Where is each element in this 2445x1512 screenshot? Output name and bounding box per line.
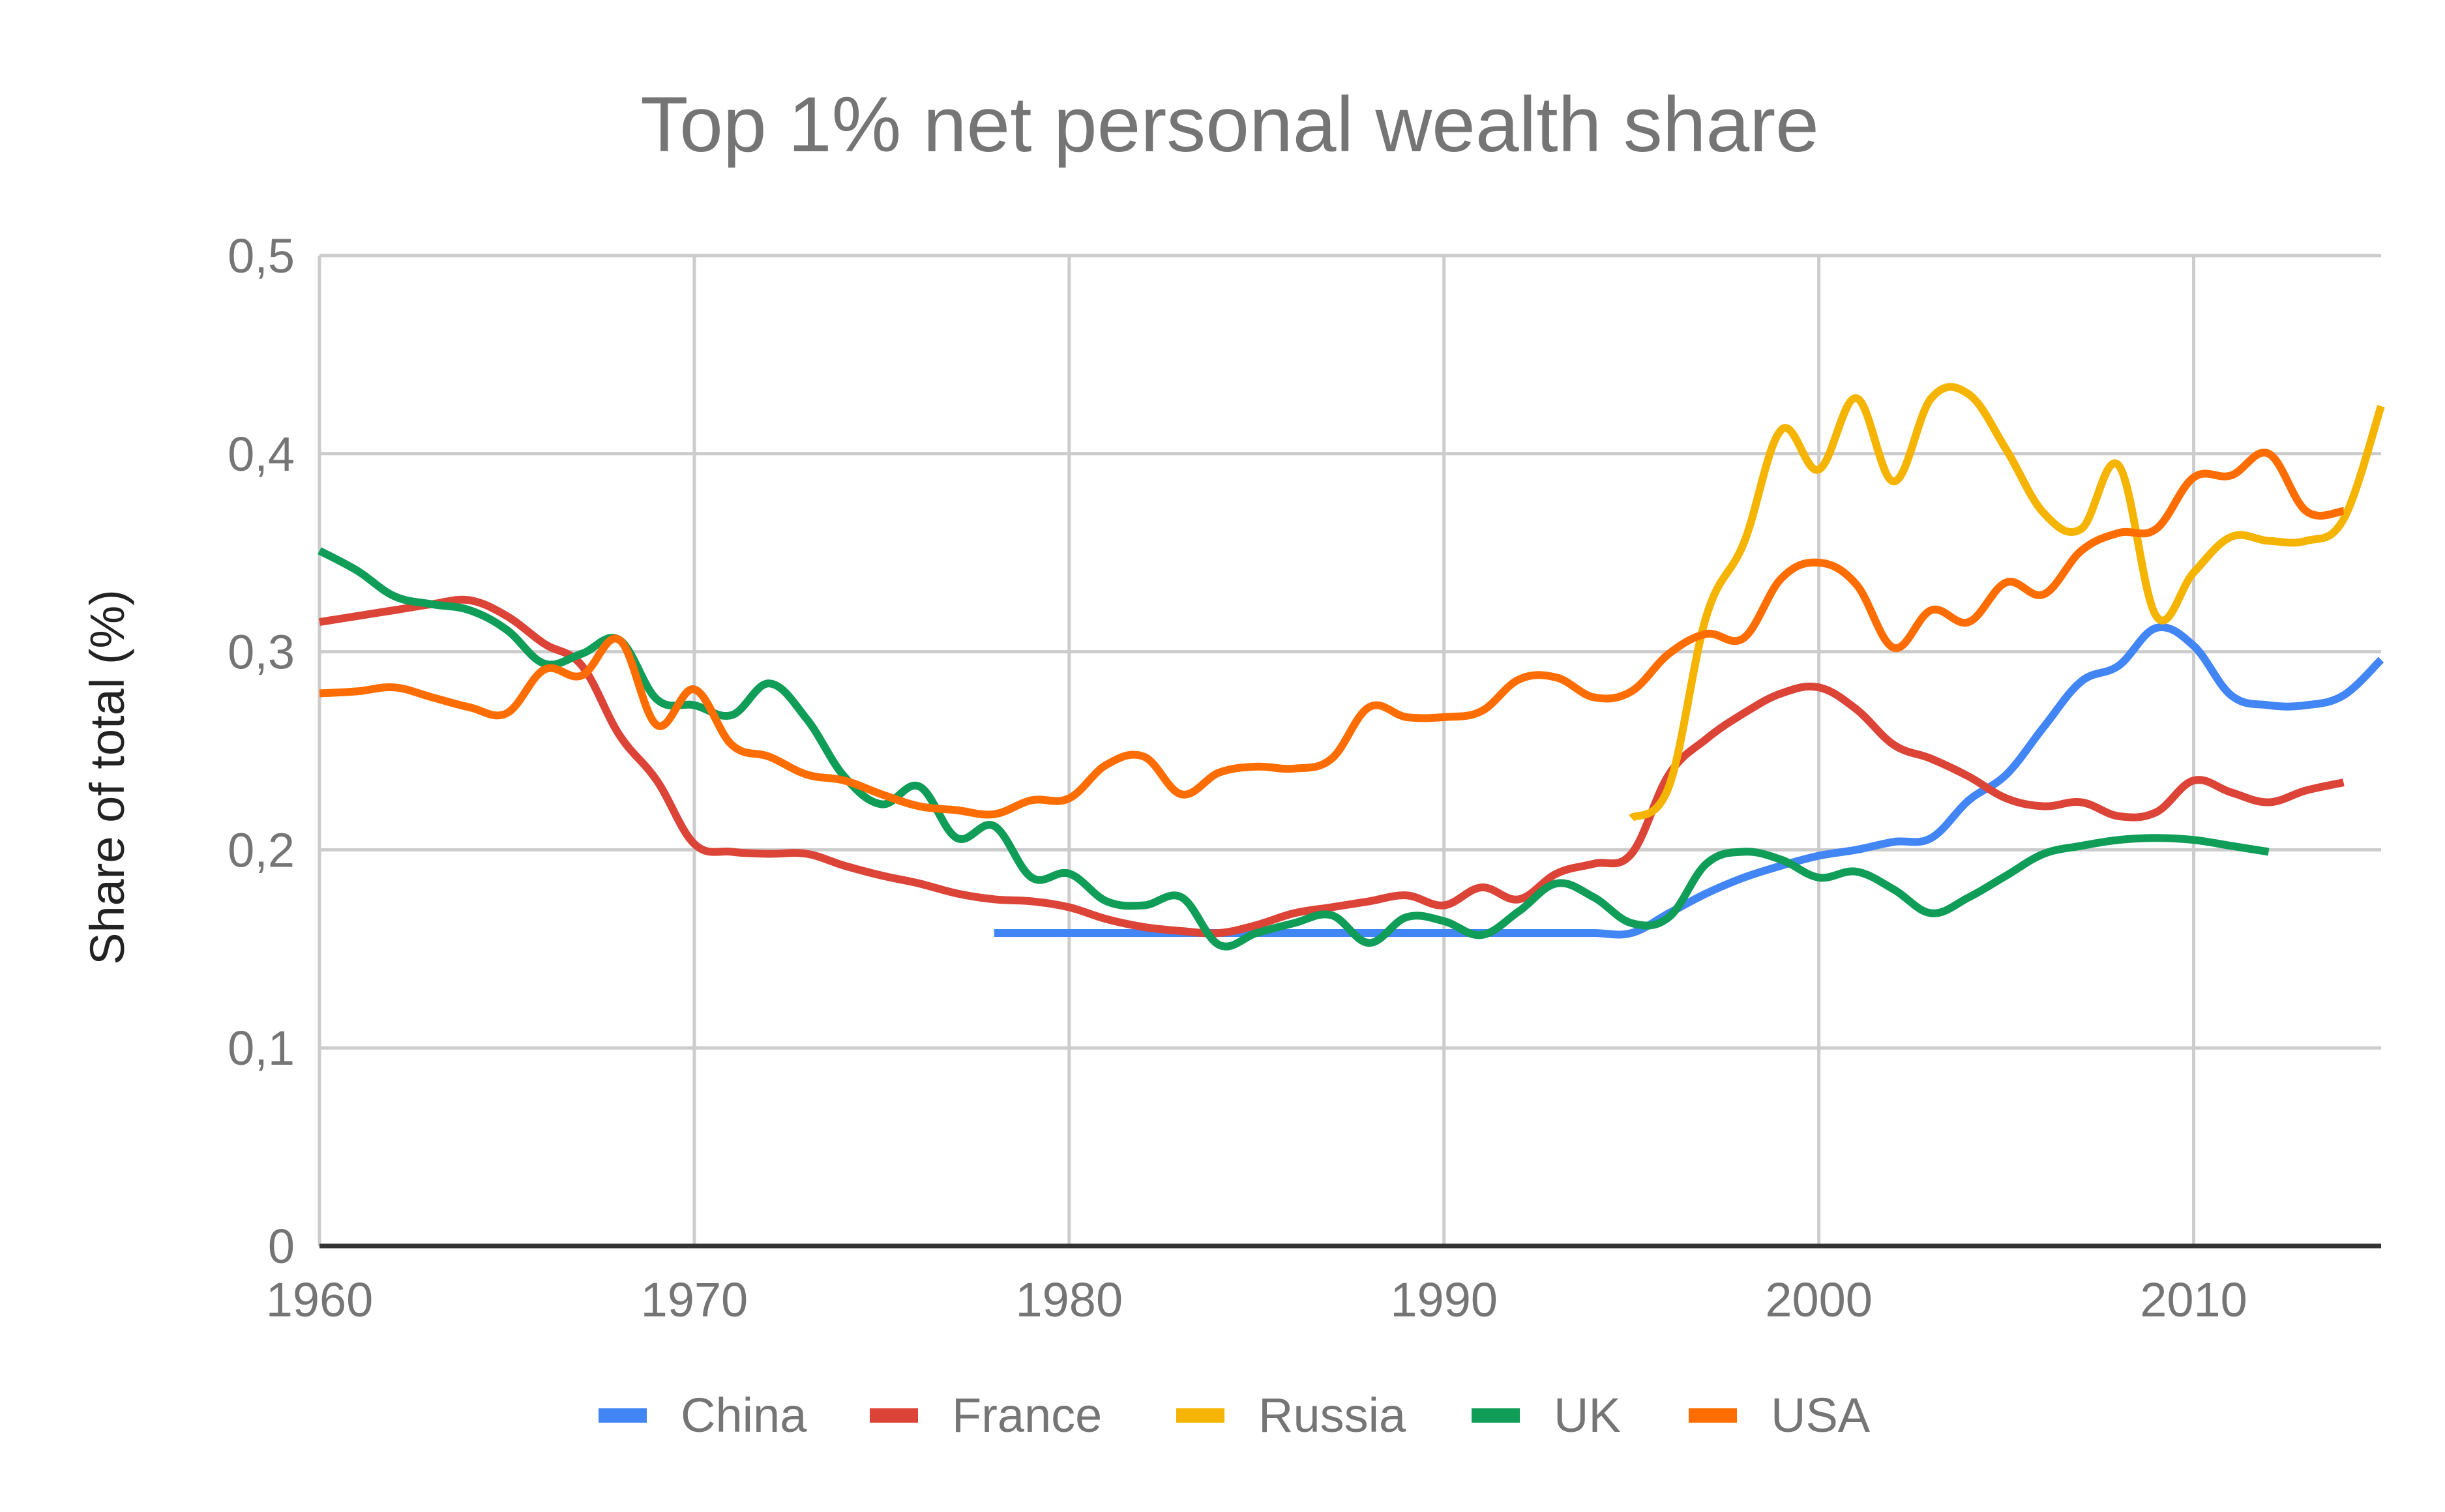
legend-swatch (1472, 1408, 1520, 1423)
legend-swatch (599, 1408, 647, 1423)
legend-swatch (870, 1408, 918, 1423)
legend-label: Russia (1258, 1388, 1406, 1442)
legend-label: France (952, 1388, 1102, 1442)
legend-item-russia[interactable]: Russia (1176, 1388, 1406, 1442)
y-axis-label: Share of total (%) (80, 589, 134, 965)
legend-label: UK (1554, 1388, 1621, 1442)
x-tick-label: 1970 (641, 1273, 748, 1327)
y-tick-label: 0,2 (228, 823, 295, 877)
x-tick-label: 1980 (1016, 1273, 1123, 1327)
series-line-uk (318, 547, 2270, 951)
y-tick-label: 0,3 (228, 625, 295, 679)
x-tick-label: 2000 (1765, 1273, 1873, 1327)
legend-item-france[interactable]: France (870, 1388, 1102, 1442)
x-tick-label: 1990 (1390, 1273, 1498, 1327)
legend-item-usa[interactable]: USA (1689, 1388, 1871, 1442)
legend: China France Russia UK USA (599, 1388, 1871, 1442)
y-tick-label: 0,5 (228, 229, 295, 283)
chart-title: Top 1% net personal wealth share (640, 81, 1819, 168)
series-line-usa (319, 449, 2345, 819)
y-tick-label: 0 (268, 1219, 295, 1273)
y-axis-ticks: 0 0,1 0,2 0,3 0,4 0,5 (228, 229, 295, 1273)
legend-item-uk[interactable]: UK (1472, 1388, 1621, 1442)
legend-label: China (681, 1388, 807, 1442)
y-tick-label: 0,4 (228, 427, 295, 481)
x-tick-label: 2010 (2140, 1273, 2247, 1327)
legend-swatch (1176, 1408, 1224, 1423)
legend-label: USA (1771, 1388, 1871, 1442)
y-tick-label: 0,1 (228, 1021, 295, 1075)
x-axis-ticks: 1960 1970 1980 1990 2000 2010 (266, 1273, 2247, 1327)
legend-swatch (1689, 1408, 1737, 1423)
x-tick-label: 1960 (266, 1273, 374, 1327)
series-line-russia (1629, 383, 2385, 822)
series-line-france (319, 595, 2345, 938)
series-lines (318, 383, 2385, 951)
gridlines (318, 254, 2381, 1246)
legend-item-china[interactable]: China (599, 1388, 807, 1442)
